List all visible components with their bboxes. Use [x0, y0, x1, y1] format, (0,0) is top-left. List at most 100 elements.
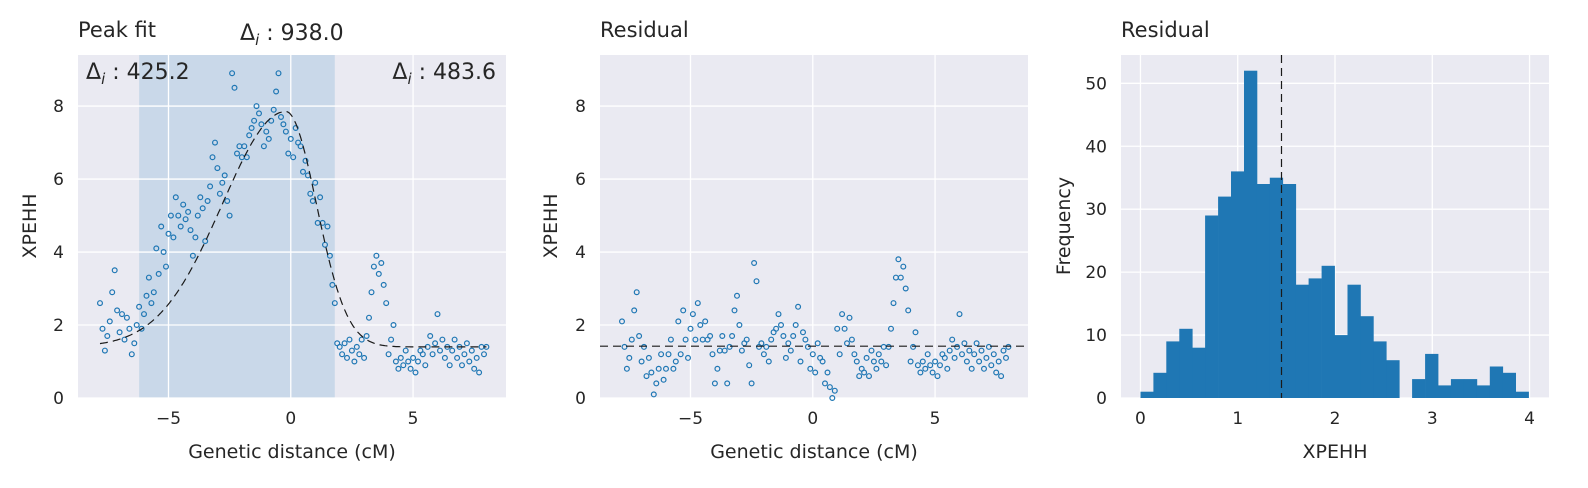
data-point	[751, 260, 758, 267]
data-point	[675, 318, 682, 325]
data-point	[993, 369, 1000, 376]
data-point	[1005, 343, 1012, 350]
data-point	[824, 369, 831, 376]
y-tick-label: 8	[53, 97, 64, 117]
data-point	[459, 362, 466, 369]
data-point	[366, 314, 373, 321]
histogram-bar	[1269, 177, 1284, 398]
residual-scatter-gridlines	[600, 55, 1028, 399]
y-tick-label: 40	[1085, 137, 1107, 157]
y-tick-label: 8	[575, 97, 586, 117]
data-point	[821, 380, 828, 387]
data-point	[802, 336, 809, 343]
data-point	[731, 307, 738, 314]
data-point	[829, 395, 836, 402]
data-point	[172, 194, 179, 201]
data-point	[407, 365, 414, 372]
data-point	[966, 347, 973, 354]
data-point	[145, 274, 152, 281]
data-point	[199, 205, 206, 212]
data-point	[241, 143, 248, 150]
data-point	[738, 347, 745, 354]
data-point	[141, 311, 148, 318]
data-point	[300, 168, 307, 175]
histogram-bar	[1166, 341, 1180, 398]
data-point	[192, 234, 199, 241]
data-point	[621, 343, 628, 350]
data-point	[275, 70, 282, 77]
histogram-bar	[1450, 379, 1465, 398]
data-point	[760, 351, 767, 358]
data-point	[814, 340, 821, 347]
data-point	[216, 190, 223, 197]
data-point	[182, 216, 189, 223]
data-point	[645, 354, 652, 361]
data-point	[476, 369, 483, 376]
data-point	[628, 336, 635, 343]
data-point	[697, 322, 704, 329]
data-point	[385, 351, 392, 358]
data-point	[412, 369, 419, 376]
data-point	[131, 340, 138, 347]
data-point	[123, 314, 130, 321]
data-point	[427, 333, 434, 340]
data-point	[153, 245, 160, 252]
data-point	[900, 263, 907, 270]
data-point	[109, 289, 116, 296]
data-point	[158, 223, 165, 230]
data-point	[388, 336, 395, 343]
data-point	[150, 289, 157, 296]
data-point	[248, 124, 255, 131]
data-point	[633, 289, 640, 296]
data-point	[667, 336, 674, 343]
data-point	[665, 351, 672, 358]
data-point	[317, 194, 324, 201]
data-point	[397, 354, 404, 361]
data-point	[189, 252, 196, 259]
data-point	[383, 300, 390, 307]
peak-fit-title: Peak fit	[78, 18, 156, 42]
data-point	[229, 70, 236, 77]
data-point	[138, 325, 145, 332]
data-point	[988, 362, 995, 369]
data-point	[831, 387, 838, 394]
y-tick-label: 4	[575, 243, 586, 263]
data-point	[976, 358, 983, 365]
data-point	[748, 380, 755, 387]
peak-region-shade	[139, 55, 335, 398]
data-point	[273, 88, 280, 95]
data-point	[400, 362, 407, 369]
residual-scatter-panel: −5 0 5 0 2 4 6 8 Residual Genetic distance (cM)…	[540, 18, 1028, 463]
data-point	[114, 307, 121, 314]
data-point	[856, 373, 863, 380]
data-point	[116, 329, 123, 336]
data-point	[890, 300, 897, 307]
peak-fit-ylabel: XPEHH	[19, 193, 41, 258]
data-point	[212, 139, 219, 146]
data-point	[812, 369, 819, 376]
data-point	[260, 143, 267, 150]
data-point	[454, 354, 461, 361]
data-point	[927, 362, 934, 369]
data-point	[804, 343, 811, 350]
data-point	[155, 270, 162, 277]
data-point	[711, 380, 718, 387]
data-point	[163, 263, 170, 270]
data-point	[724, 380, 731, 387]
data-point	[165, 230, 172, 237]
data-point	[971, 351, 978, 358]
data-point	[429, 351, 436, 358]
data-point	[353, 343, 360, 350]
data-point	[687, 325, 694, 332]
y-tick-label: 10	[1085, 326, 1107, 346]
x-tick-label: 5	[930, 409, 941, 429]
residual-scatter-points	[618, 256, 1012, 402]
data-point	[104, 333, 111, 340]
data-point	[897, 274, 904, 281]
data-point	[405, 358, 412, 365]
data-point	[219, 179, 226, 186]
data-point	[990, 351, 997, 358]
data-point	[951, 354, 958, 361]
